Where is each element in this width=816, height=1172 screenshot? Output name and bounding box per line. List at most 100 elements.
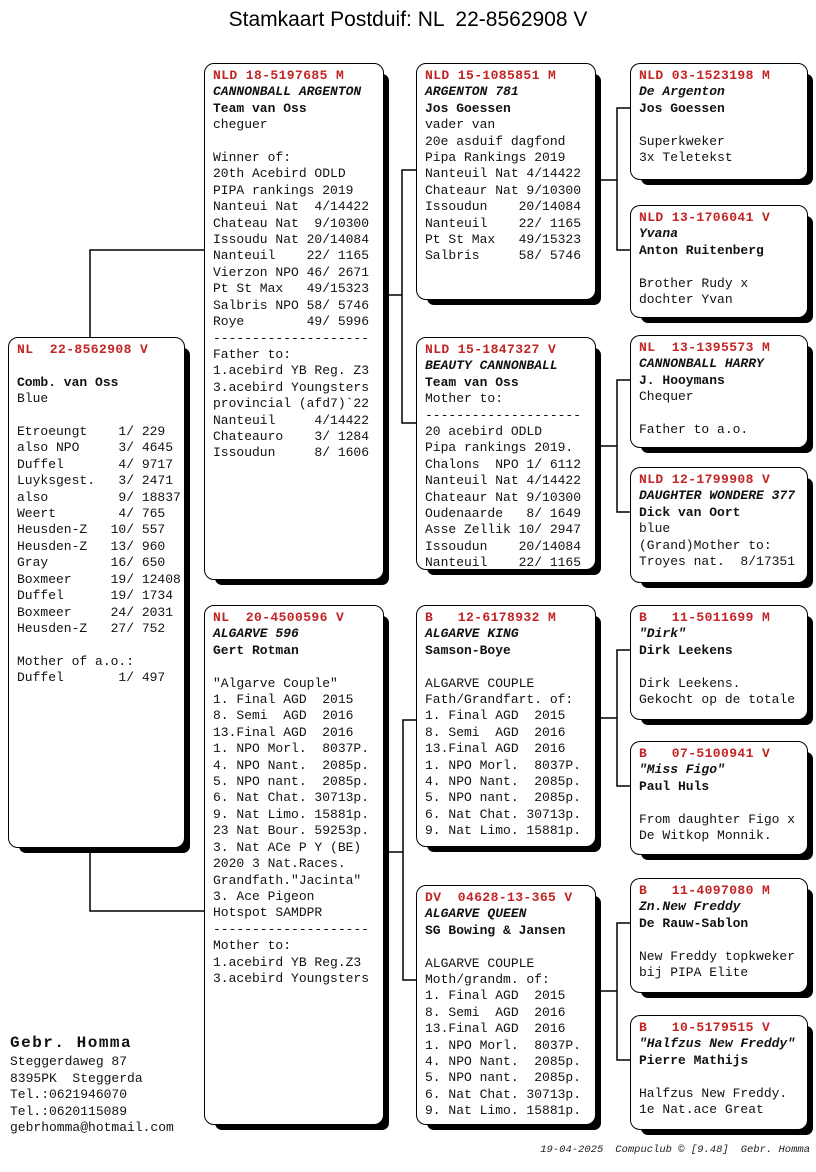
info-line: Pipa rankings 2019. — [425, 440, 574, 456]
ring-number: NLD 13-1706041 V — [639, 210, 771, 225]
info-line: 1.acebird YB Reg.Z3 — [213, 954, 362, 970]
info-line: 13.Final AGD 2016 — [425, 741, 566, 757]
info-line: Mother to: — [213, 938, 292, 954]
info-line: Chateaur Nat 9/10300 — [425, 489, 582, 505]
info-line: Fath/Grandfart. of: — [425, 692, 574, 708]
info-line: 5. NPO nant. 2085p. — [213, 774, 370, 790]
pedigree-box-nld-15-1847327-v: NLD 15-1847327 V BEAUTY CANNONBALL Team va… — [416, 337, 596, 570]
fancier-name: Paul Huls — [639, 778, 710, 794]
info-line: Duffel 19/ 1734 — [17, 588, 174, 604]
info-line: also NPO 3/ 4645 — [17, 440, 174, 456]
info-line: Heusden-Z 10/ 557 — [17, 522, 166, 538]
info-line — [639, 117, 799, 133]
owner-block: Gebr. Homma Steggerdaweg 87 8395PK Stegg… — [10, 1032, 174, 1137]
info-line: bij PIPA Elite — [639, 965, 749, 981]
info-line: Nanteuil 22/ 1165 — [425, 555, 582, 571]
info-line: 8. Semi AGD 2016 — [425, 724, 566, 740]
ring-number: DV 04628-13-365 V — [425, 890, 573, 905]
info-line: Chalons NPO 1/ 6112 — [425, 456, 582, 472]
info-line: Issoudu Nat 20/14084 — [213, 232, 370, 248]
info-line: 1. NPO Morl. 8037P. — [425, 757, 582, 773]
info-line: Asse Zellik 10/ 2947 — [425, 522, 582, 538]
page-title: Stamkaart Postduif: NL 22-8562908 V — [228, 8, 588, 31]
info-line: Hotspot SAMDPR — [213, 905, 323, 921]
info-line: Gekocht op de totale — [639, 692, 796, 708]
info-line: 9. Nat Limo. 15881p. — [425, 823, 582, 839]
info-line: Etroeungt 1/ 229 — [17, 424, 166, 440]
fancier-name: J. Hooymans — [639, 372, 725, 388]
info-line: Halfzus New Freddy. — [639, 1085, 788, 1101]
info-line: Luyksgest. 3/ 2471 — [17, 473, 174, 489]
info-line: 1. Final AGD 2015 — [425, 988, 566, 1004]
pedigree-box-nl-22-8562908-v: NL 22-8562908 V Comb. van Oss Blue Etroeu… — [8, 337, 185, 848]
info-line: Chequer — [639, 389, 694, 405]
pedigree-box-dv-04628-13-365-v: DV 04628-13-365 V ALGARVE QUEEN SG Bowing … — [416, 885, 596, 1125]
info-line — [425, 659, 587, 675]
info-line: Moth/grandm. of: — [425, 972, 550, 988]
info-line: 1.acebird YB Reg. Z3 — [213, 363, 370, 379]
info-line: 20 acebird ODLD — [425, 424, 543, 440]
info-line: Boxmeer 19/ 12408 — [17, 571, 181, 587]
info-line: 3.acebird Youngsters — [213, 970, 370, 986]
pedigree-box-b-12-6178932-m: B 12-6178932 M ALGARVE KING Samson-Boye AL… — [416, 605, 596, 847]
pigeon-name: BEAUTY CANNONBALL — [425, 358, 558, 374]
ring-number: B 12-6178932 M — [425, 610, 557, 625]
info-line — [213, 659, 375, 675]
info-line — [639, 659, 799, 675]
info-line: cheguer — [213, 117, 268, 133]
fancier-name: Team van Oss — [425, 374, 519, 390]
ring-number: NL 20-4500596 V — [213, 610, 345, 625]
info-line — [425, 939, 587, 955]
info-line: Chateaur Nat 9/10300 — [425, 182, 582, 198]
fancier-name: Anton Ruitenberg — [639, 242, 764, 258]
pigeon-name: ALGARVE 596 — [213, 626, 299, 642]
pedigree-box-b-07-5100941-v: B 07-5100941 V "Miss Figo" Paul Huls From … — [630, 741, 808, 855]
info-line: Heusden-Z 27/ 752 — [17, 620, 166, 636]
info-line: Duffel 4/ 9717 — [17, 456, 174, 472]
info-line — [639, 932, 799, 948]
info-line: Weert 4/ 765 — [17, 506, 166, 522]
pigeon-name: CANNONBALL ARGENTON — [213, 84, 362, 100]
info-line: Dirk Leekens. — [639, 675, 741, 691]
owner-address-street: Steggerdaweg 87 — [10, 1054, 128, 1069]
pigeon-name: ALGARVE QUEEN — [425, 906, 527, 922]
info-line: Heusden-Z 13/ 960 — [17, 538, 166, 554]
info-line: Mother of a.o.: — [17, 653, 135, 669]
fancier-name: De Rauw-Sablon — [639, 915, 749, 931]
pedigree-box-nld-03-1523198-m: NLD 03-1523198 M De Argenton Jos Goessen S… — [630, 63, 808, 180]
fancier-name: Dirk Leekens — [639, 642, 733, 658]
footer-date: 19-04-2025 — [540, 1144, 604, 1156]
info-line — [17, 408, 176, 424]
info-line: Nanteuil 4/14422 — [213, 412, 370, 428]
info-line: also 9/ 18837 — [17, 489, 181, 505]
ring-number: B 11-5011699 M — [639, 610, 771, 625]
info-line: 1. Final AGD 2015 — [425, 708, 566, 724]
owner-phone-2: Tel.:0620115089 — [10, 1103, 128, 1119]
pigeon-name: "Miss Figo" — [639, 762, 725, 778]
info-line: Pt St Max 49/15323 — [213, 281, 370, 297]
fancier-name: Jos Goessen — [425, 100, 511, 116]
info-line: 1. NPO Morl. 8037P. — [213, 741, 370, 757]
info-line: 3. Ace Pigeon — [213, 888, 315, 904]
fancier-name: Team van Oss — [213, 100, 307, 116]
info-line: Duffel 1/ 497 — [17, 670, 166, 686]
info-line: De Witkop Monnik. — [639, 828, 772, 844]
info-line — [17, 358, 176, 374]
info-line: ALGARVE COUPLE — [425, 675, 535, 691]
info-line: -------------------- — [425, 407, 582, 423]
fancier-name: Comb. van Oss — [17, 374, 119, 390]
info-line — [639, 795, 799, 811]
info-line — [639, 1069, 799, 1085]
info-line: Issoudun 20/14084 — [425, 199, 582, 215]
info-line: Pt St Max 49/15323 — [425, 232, 582, 248]
info-line: Father to a.o. — [639, 422, 749, 438]
info-line: vader van — [425, 117, 496, 133]
info-line: Vierzon NPO 46/ 2671 — [213, 264, 370, 280]
info-line: 9. Nat Limo. 15881p. — [425, 1103, 582, 1119]
info-line: 5. NPO nant. 2085p. — [425, 790, 582, 806]
footer-software: Compuclub © [9.48] — [615, 1144, 729, 1156]
info-line — [639, 406, 799, 422]
ring-number: NLD 15-1847327 V — [425, 342, 557, 357]
pigeon-name: DAUGHTER WONDERE 377 — [639, 488, 796, 504]
